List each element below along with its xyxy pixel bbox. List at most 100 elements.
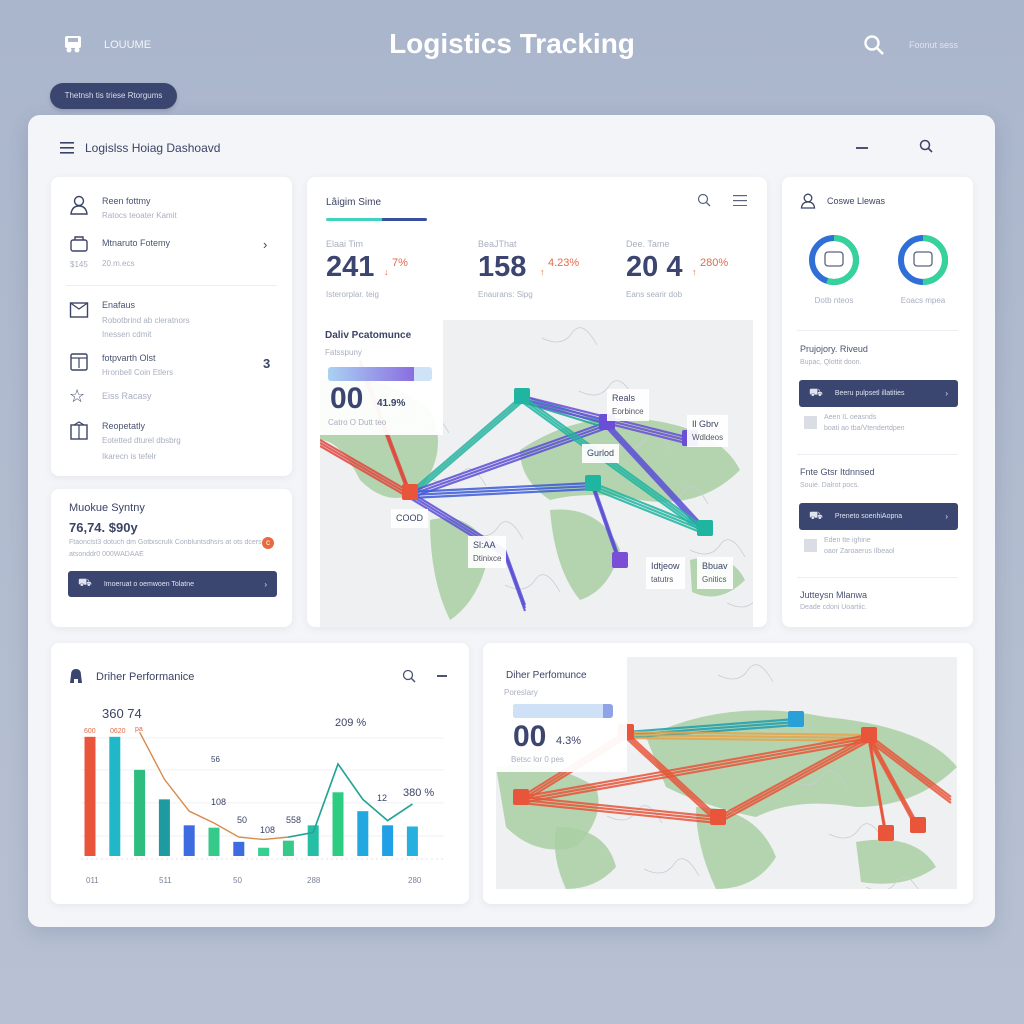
hub-marker[interactable]: [878, 825, 894, 841]
list-item-title: Mtnaruto Fotemy: [102, 238, 171, 248]
map-location-label[interactable]: COOD: [391, 509, 428, 528]
hub-marker[interactable]: [402, 484, 418, 500]
note-text: Eden tte ighine: [824, 537, 871, 544]
menu-icon[interactable]: [733, 195, 747, 206]
summary-description-2: atsonddr0 000WADAAE: [69, 551, 144, 558]
truck-logo-icon: [62, 33, 84, 55]
button-label: Beeru pulpsetl illatities: [834, 390, 905, 397]
bar[interactable]: [208, 827, 220, 856]
data-label: 360 74: [102, 706, 142, 721]
landmass: [496, 764, 599, 850]
landmass: [554, 827, 616, 889]
summary-action-button[interactable]: ⛟ Imoeruat o oemwoen Tolatne ›: [68, 571, 277, 597]
search-icon[interactable]: [863, 34, 885, 56]
hub-marker[interactable]: [910, 817, 926, 833]
x-tick-label: 288: [307, 876, 321, 885]
route-line: [625, 717, 797, 734]
progress-accent-bar: [326, 218, 427, 221]
bar[interactable]: [233, 841, 245, 856]
button-label: Imoeruat o oemwoen Tolatne: [103, 580, 194, 588]
location-detail: Wdldeos: [692, 433, 724, 442]
route-line: [868, 737, 919, 829]
landmass: [856, 839, 936, 884]
section-title: Fnte Gtsr Itdnnsed: [800, 467, 875, 477]
border-line: [467, 521, 524, 540]
route-line: [520, 801, 719, 825]
bar[interactable]: [282, 840, 294, 856]
bar[interactable]: [307, 825, 319, 856]
stat-label: Dee. Tame: [626, 239, 670, 249]
minimize-icon[interactable]: [856, 147, 868, 149]
location-name: Reals: [612, 393, 636, 403]
border-line: [726, 602, 753, 608]
note-text-2: boati ao tba/Vtendertdpen: [824, 425, 905, 432]
landmass: [696, 807, 776, 889]
hub-marker[interactable]: [513, 789, 529, 805]
section-action-button[interactable]: ⛟ Preneto soenhiAopna ›: [799, 503, 958, 530]
alert-badge: c: [262, 537, 274, 549]
bar[interactable]: [109, 736, 121, 856]
location-name: COOD: [396, 513, 423, 523]
list-item[interactable]: Mtnaruto Fotemy $145 20.m.ecs ›: [51, 229, 292, 279]
list-item[interactable]: Reopetatly Eotetted dturel dbsbrg Ikarec…: [51, 417, 292, 472]
hub-marker[interactable]: [861, 727, 877, 743]
hub-marker[interactable]: [710, 809, 726, 825]
search-icon[interactable]: [697, 193, 711, 207]
bar[interactable]: [84, 736, 96, 856]
filter-pill-button[interactable]: Thetnsh tis triese Rtorgums: [50, 83, 177, 109]
bar[interactable]: [183, 825, 195, 856]
collapse-icon[interactable]: [437, 675, 447, 677]
stat-value: 241: [326, 251, 375, 283]
stat-change: 280%: [700, 257, 729, 269]
list-item[interactable]: Enafaus Robotbrind ab cleratnors Inessen…: [51, 292, 292, 347]
hub-marker[interactable]: [697, 520, 713, 536]
list-item[interactable]: Reen fottmy Ratocs teoater Kamit: [51, 177, 292, 227]
brand-name: LOUUME: [104, 39, 152, 51]
stat-subtitle: Enaurans: Sipg: [478, 290, 533, 299]
map-location-label[interactable]: Reals Eorbince: [607, 389, 649, 421]
bar-top-label: 600: [84, 728, 96, 735]
status-ring-gauge: [896, 233, 950, 287]
bar[interactable]: [134, 769, 146, 856]
map-location-label[interactable]: Il Gbrv Wdldeos: [687, 415, 729, 447]
panel-search-icon[interactable]: [919, 139, 933, 153]
status-ring-gauge: [807, 233, 861, 287]
hub-marker[interactable]: [788, 711, 804, 727]
hub-marker[interactable]: [612, 552, 628, 568]
driver-icon: [69, 668, 83, 684]
route-line: [606, 421, 706, 529]
zoom-icon[interactable]: [402, 669, 416, 683]
shipment-stats-card: Lâigim Sime Elaai Tim 241 ↓ 7% Isterorplar. …: [307, 177, 767, 627]
section-subtitle: Bupac, Qlottit doon.: [800, 359, 862, 366]
divider: [797, 330, 958, 331]
route-line: [520, 736, 870, 802]
map-location-label[interactable]: Gurlod: [582, 444, 620, 463]
route-line: [520, 795, 719, 819]
summary-description: Ftaonclst3 dotuch dm Gotbiscrulk Conblun…: [69, 539, 262, 546]
search-label[interactable]: Foonut sess: [909, 40, 959, 50]
bar[interactable]: [357, 811, 369, 856]
list-item[interactable]: fotpvarth Olst Hronbell Coin Etlers 3: [51, 347, 292, 382]
map-location-label[interactable]: Idtjeow tatutrs: [646, 557, 685, 589]
bar[interactable]: [382, 825, 394, 856]
map-overlay-panel: Diher Perfomunce Poreslary 00 4.3% Betsc…: [496, 657, 627, 772]
hamburger-menu-icon[interactable]: [60, 142, 74, 154]
landmass: [550, 509, 620, 600]
chevron-right-icon[interactable]: ›: [263, 237, 268, 252]
map-location-label[interactable]: Bbuav Gnitics: [697, 557, 733, 589]
list-item-subtitle-2: Inessen cdmit: [102, 330, 152, 339]
bar[interactable]: [406, 826, 418, 857]
hub-marker[interactable]: [585, 475, 601, 491]
list-item[interactable]: ☆ Eiss Racasy: [51, 384, 292, 414]
navigation-list-card: Reen fottmy Ratocs teoater Kamit Mtnarut…: [51, 177, 292, 476]
route-line: [520, 739, 870, 805]
bar[interactable]: [158, 799, 170, 856]
bar[interactable]: [332, 792, 344, 856]
hub-marker[interactable]: [514, 388, 530, 404]
card-title: Coswe Llewas: [827, 196, 886, 206]
section-action-button[interactable]: ⛟ Beeru pulpsetl illatities ›: [799, 380, 958, 407]
section-title: Jutteysn Mlanwa: [800, 590, 868, 600]
bar[interactable]: [258, 847, 270, 856]
package-icon: ⛟: [809, 386, 823, 399]
map-location-label[interactable]: Sl:AA Dtinixce: [468, 536, 507, 568]
